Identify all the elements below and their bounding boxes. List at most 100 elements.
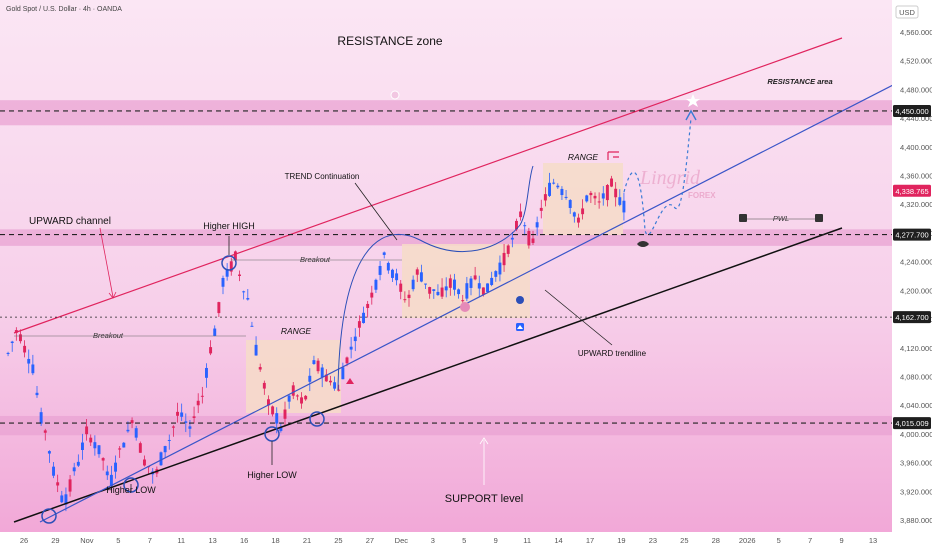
- price-tag-4: [893, 417, 931, 430]
- y-tick-label-15: 3,960.000: [900, 459, 932, 468]
- candle-body: [225, 269, 229, 277]
- candle-body: [130, 420, 134, 424]
- currency-badge[interactable]: [895, 5, 919, 19]
- x-tick-label-17: 14: [554, 536, 562, 545]
- pivot-marker-1: [41, 508, 57, 524]
- candle-body: [386, 262, 390, 271]
- candle-body: [180, 412, 184, 417]
- channel-support-line: [13, 227, 843, 523]
- y-tick-label-1: 4,520.000: [900, 57, 932, 66]
- candle-body: [362, 312, 365, 324]
- candle-body: [515, 220, 518, 230]
- symbol-label: Gold Spot / U.S. Dollar · 4h · OANDA: [6, 6, 122, 13]
- candle-body: [291, 385, 295, 396]
- y-tick-label-17: 3,880.000: [900, 516, 932, 525]
- flag-icon: [607, 151, 619, 160]
- candle-body: [188, 426, 192, 429]
- candle-body: [287, 395, 291, 402]
- zone-marker-icon: [390, 90, 400, 100]
- candle-body: [577, 217, 580, 223]
- candle-body: [453, 279, 456, 290]
- candle-body: [23, 345, 27, 353]
- x-tick-label-19: 19: [617, 536, 625, 545]
- candle-body: [415, 269, 419, 275]
- candle-body: [308, 375, 312, 382]
- candle-body: [295, 395, 299, 397]
- label-breakout-1: Breakout: [93, 331, 124, 340]
- y-tick-label-5: 4,360.000: [900, 172, 932, 181]
- pivot-marker-5: [309, 411, 325, 427]
- candle-body: [105, 471, 109, 476]
- candle-body: [490, 277, 494, 285]
- price-tag-0: [893, 104, 931, 117]
- y-tick-label-12: 4,080.000: [900, 372, 932, 381]
- watermark-brand: Lingrid: [639, 167, 701, 189]
- candle-body: [510, 237, 514, 240]
- x-tick-label-9: 21: [303, 536, 311, 545]
- y-tick-label-14: 4,000.000: [900, 430, 932, 439]
- candle-body: [486, 283, 489, 292]
- candle-body: [357, 321, 361, 328]
- candles-layer: [6, 172, 626, 512]
- candle-body: [171, 426, 175, 428]
- x-tick-label-20: 23: [649, 536, 657, 545]
- breakout-curve: [337, 165, 534, 391]
- x-tick-label-13: 3: [431, 536, 435, 545]
- candle-body: [31, 364, 35, 374]
- candle-body: [494, 271, 498, 277]
- candle-body: [395, 273, 399, 281]
- candle-body: [238, 274, 241, 276]
- price-tag-1: [893, 184, 931, 197]
- candle-body: [14, 330, 18, 333]
- candle-body: [184, 421, 188, 423]
- time-axis-background: [0, 532, 932, 550]
- candle-body: [333, 382, 337, 389]
- candle-body: [473, 275, 477, 280]
- candle-body: [217, 302, 221, 314]
- watermark-sub: FOREX: [688, 191, 716, 200]
- candle-body: [349, 346, 353, 350]
- candle-body: [200, 395, 204, 397]
- candle-body: [502, 252, 506, 266]
- x-tick-label-0: 26: [20, 536, 28, 545]
- candle-body: [552, 182, 556, 184]
- label-range-2: RANGE: [568, 152, 599, 162]
- candle-body: [324, 374, 328, 382]
- price-tag-2: [893, 228, 931, 241]
- candle-body: [275, 413, 279, 424]
- candle-body: [440, 287, 444, 297]
- label-support-level: SUPPORT level: [445, 493, 523, 505]
- candle-body: [601, 193, 605, 199]
- x-tick-label-8: 18: [271, 536, 279, 545]
- x-tick-label-23: 2026: [739, 536, 756, 545]
- candle-body: [341, 367, 345, 380]
- x-tick-label-12: Dec: [395, 536, 409, 545]
- zone-1: [0, 229, 892, 246]
- time-axis-ticks: 26 29 Nov 5 7 11 13 16 18 21 25 27 Dec 3 5 9 11 14 17 19 23 2…: [20, 536, 877, 545]
- label-trend-continuation: TREND Continuation: [285, 172, 360, 181]
- candle-body: [424, 283, 427, 285]
- x-tick-label-11: 27: [366, 536, 374, 545]
- candle-body: [535, 222, 539, 228]
- price-tag-label-4: 4,015.009: [895, 419, 928, 428]
- x-tick-label-15: 9: [494, 536, 498, 545]
- x-tick-label-10: 25: [334, 536, 342, 545]
- up-arrow-glyph: [517, 325, 523, 329]
- zones-layer: [0, 100, 892, 436]
- candle-body: [593, 195, 597, 199]
- label-higher-low-2: Higher LOW: [247, 470, 297, 480]
- candle-body: [465, 283, 469, 299]
- candle-body: [279, 426, 283, 431]
- y-tick-label-8: 4,240.000: [900, 258, 932, 267]
- candle-body: [457, 289, 461, 295]
- candle-body: [76, 461, 80, 466]
- candle-body: [56, 482, 60, 486]
- candle-body: [43, 430, 47, 433]
- candle-body: [477, 283, 481, 289]
- x-tick-label-27: 13: [869, 536, 877, 545]
- y-tick-label-13: 4,040.000: [900, 401, 932, 410]
- candle-body: [39, 412, 43, 424]
- candle-body: [312, 360, 316, 364]
- y-tick-label-16: 3,920.000: [900, 487, 932, 496]
